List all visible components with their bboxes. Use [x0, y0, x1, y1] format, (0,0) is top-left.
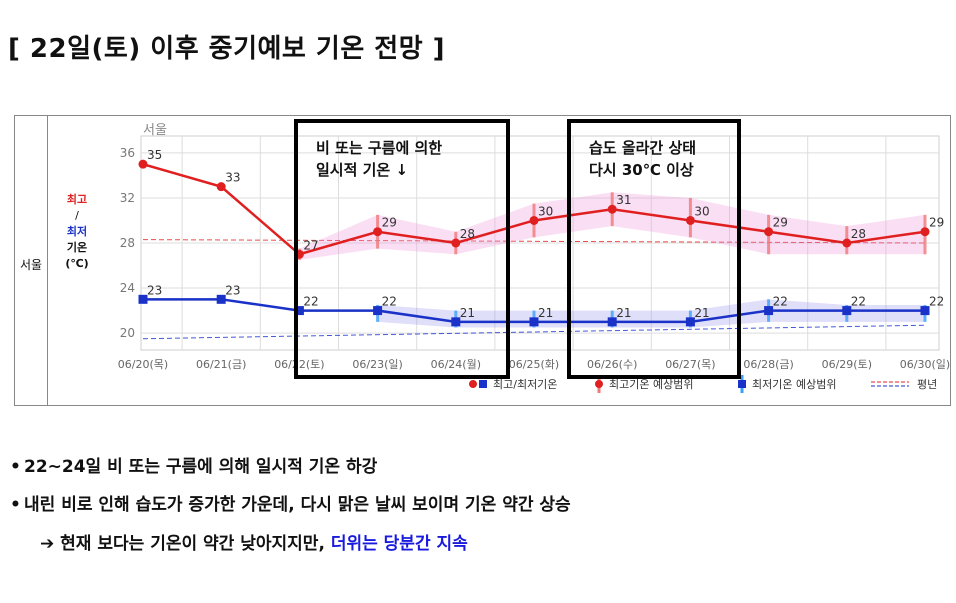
y-tick-label: 28: [120, 236, 135, 250]
high-temp-data-label: 28: [851, 227, 866, 241]
low-temp-point: [842, 306, 852, 316]
x-tick-label: 06/30(일): [900, 357, 950, 371]
low-temp-point: [216, 294, 226, 304]
high-temp-data-label: 29: [382, 216, 397, 230]
region-label: 서울: [19, 258, 43, 272]
y-axis-low-label: 최저: [66, 225, 88, 238]
bullet-item-2: • 내린 비로 인해 습도가 증가한 가운데, 다시 맑은 날씨 보이며 기온 약…: [10, 490, 571, 515]
temperature-chart: 20 24 28 32 36 06/20(목) 06/21(금) 06/22(토) 06/23(…: [118, 123, 950, 393]
high-temp-data-label: 29: [929, 216, 944, 230]
low-temp-point: [764, 306, 774, 316]
low-temp-point: [685, 317, 695, 327]
bullet-item-1: • 22~24일 비 또는 구름에 의해 일시적 기온 하강: [10, 452, 377, 477]
low-temp-point: [451, 317, 461, 327]
x-tick-label: 06/23(일): [352, 357, 402, 371]
callout-text-rain: 비 또는 구름에 의한 일시적 기온 ↓: [316, 139, 443, 179]
high-temp-point: [529, 215, 539, 225]
bullet-dot-icon: •: [10, 495, 21, 515]
high-temp-point: [373, 227, 383, 237]
legend-label: 평년: [917, 378, 937, 391]
y-tick-label: 36: [120, 146, 135, 160]
low-temp-point: [607, 317, 617, 327]
page-title: [ 22일(토) 이후 중기예보 기온 전망 ]: [8, 34, 446, 64]
y-axis-unit: (℃): [65, 257, 89, 270]
y-axis-name: 기온: [66, 241, 88, 254]
y-axis-high-label: 최고: [66, 193, 88, 206]
chart-frame: 서울 최고 / 최저 기온 (℃) 20 24 28 32 36 06/20(목) 06/2…: [14, 115, 951, 406]
chart-legend: 최고/최저기온 최고기온 예상범위 최저기온 예상범위 평년: [469, 375, 937, 393]
high-temp-point: [138, 159, 148, 169]
low-temp-data-label: 21: [538, 306, 553, 320]
low-temp-data-label: 23: [225, 283, 240, 297]
legend-marker-high-range: [595, 380, 603, 388]
high-temp-data-label: 29: [773, 216, 788, 230]
x-tick-label: 06/20(목): [118, 358, 168, 371]
low-temp-data-label: 22: [382, 295, 397, 309]
low-temp-point: [920, 306, 930, 316]
callout-box-rain: 비 또는 구름에 의한 일시적 기온 ↓: [294, 119, 510, 379]
low-temp-data-label: 22: [851, 295, 866, 309]
low-temp-data-label: 22: [929, 295, 944, 309]
high-temp-data-label: 31: [616, 193, 631, 207]
high-temp-point: [607, 204, 617, 214]
legend-marker-high: [469, 380, 477, 388]
high-temp-data-label: 35: [147, 148, 162, 162]
callout-text-humidity: 습도 올라간 상태 다시 30℃ 이상: [589, 139, 697, 179]
bullet-text-3-highlight: 더위는 당분간 지속: [330, 534, 468, 554]
y-tick-label: 24: [120, 281, 135, 295]
legend-marker-low-range: [738, 380, 746, 388]
legend-label: 최고기온 예상범위: [609, 378, 693, 391]
high-temp-data-label: 33: [225, 171, 240, 185]
high-temp-data-label: 28: [460, 227, 475, 241]
legend-label: 최고/최저기온: [493, 378, 557, 391]
x-tick-label: 06/25(화): [509, 358, 559, 371]
low-temp-point: [294, 306, 304, 316]
chart-title: 서울: [143, 123, 167, 138]
low-temp-data-label: 23: [147, 283, 162, 297]
region-divider: [47, 116, 48, 405]
high-temp-point: [920, 227, 930, 237]
low-temp-data-label: 21: [694, 306, 709, 320]
low-temp-point: [138, 294, 148, 304]
low-temp-data-label: 22: [303, 295, 318, 309]
high-temp-point: [216, 182, 226, 192]
high-temp-point: [685, 215, 695, 225]
low-temp-data-label: 22: [773, 295, 788, 309]
x-tick-label: 06/24(월): [431, 358, 481, 371]
bullet-item-3: ➔ 현재 보다는 기온이 약간 낮아지지만, 더위는 당분간 지속: [40, 529, 468, 554]
low-temp-point: [529, 317, 539, 327]
legend-label: 최저기온 예상범위: [752, 378, 836, 391]
bullet-text-1: 22~24일 비 또는 구름에 의해 일시적 기온 하강: [24, 457, 378, 477]
x-tick-label: 06/26(수): [587, 358, 637, 371]
y-axis-title: 최고 / 최저 기온 (℃): [51, 192, 103, 272]
high-temp-data-label: 30: [538, 204, 553, 218]
bullet-dot-icon: •: [10, 457, 21, 477]
high-temp-point: [842, 238, 852, 248]
x-tick-label: 06/29(토): [822, 358, 872, 371]
normal-high-line: [142, 239, 926, 244]
low-temp-point: [373, 306, 383, 316]
low-range-band: [377, 299, 926, 328]
y-tick-label: 20: [120, 326, 135, 340]
low-temp-data-label: 21: [460, 306, 475, 320]
x-tick-label: 06/22(토): [274, 358, 324, 371]
high-temp-data-label: 27: [303, 238, 318, 252]
x-tick-label: 06/27(목): [665, 358, 715, 371]
bullet-text-3: 현재 보다는 기온이 약간 낮아지지만,: [60, 534, 331, 554]
high-temp-data-label: 30: [694, 204, 709, 218]
legend-marker-low: [479, 380, 487, 388]
arrow-right-icon: ➔: [40, 534, 55, 554]
y-tick-label: 32: [120, 191, 135, 205]
y-axis-slash: /: [75, 209, 79, 222]
low-temp-data-label: 21: [616, 306, 631, 320]
high-temp-point: [451, 238, 461, 248]
x-tick-label: 06/28(금): [743, 358, 793, 371]
normal-low-line: [142, 324, 926, 340]
high-temp-point: [764, 227, 774, 237]
x-tick-label: 06/21(금): [196, 358, 246, 371]
callout-box-humidity: 습도 올라간 상태 다시 30℃ 이상: [567, 119, 741, 379]
bullet-text-2: 내린 비로 인해 습도가 증가한 가운데, 다시 맑은 날씨 보이며 기온 약간…: [24, 495, 571, 515]
